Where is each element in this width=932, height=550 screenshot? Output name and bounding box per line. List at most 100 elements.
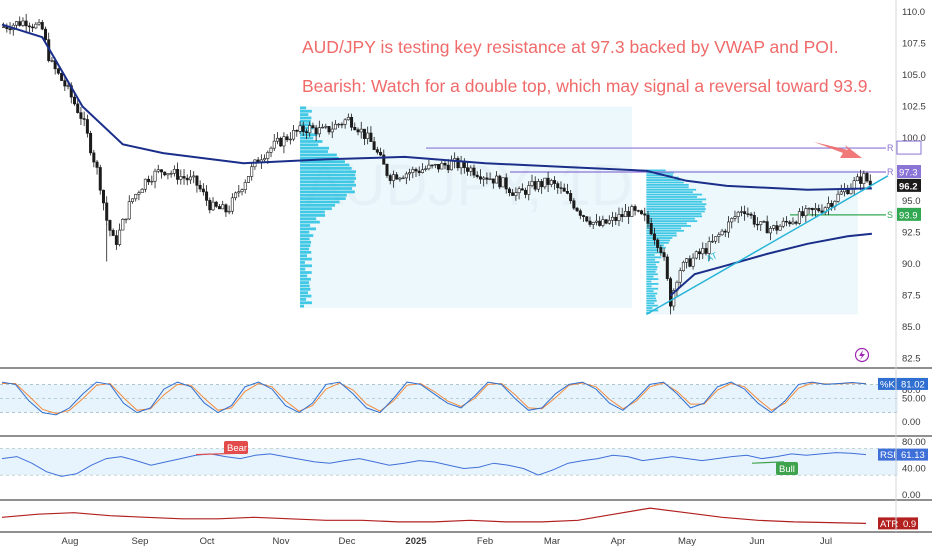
profile-bar xyxy=(300,304,305,308)
candle-body xyxy=(301,125,305,132)
candle-body xyxy=(111,230,115,236)
candle-body xyxy=(63,80,67,87)
candle-body xyxy=(166,173,170,176)
profile-bar xyxy=(646,251,664,254)
profile-bar xyxy=(300,106,307,110)
candle-body xyxy=(337,123,341,126)
candle-body xyxy=(801,211,805,217)
stoch-legend: %K xyxy=(880,379,895,390)
candle-body xyxy=(691,257,695,267)
candle-body xyxy=(137,192,141,195)
price-tick: 107.5 xyxy=(902,39,926,50)
profile-bar xyxy=(300,284,310,288)
candle-body xyxy=(143,178,147,190)
rsi-tick: 80.00 xyxy=(902,437,926,448)
volume-profile xyxy=(300,106,858,315)
candle-body xyxy=(607,219,611,224)
profile-bar xyxy=(300,133,318,137)
profile-bar xyxy=(646,295,656,297)
profile-bar xyxy=(646,302,655,305)
profile-bar xyxy=(646,237,673,239)
candle-body xyxy=(295,129,299,132)
profile-bar xyxy=(300,298,307,301)
price-tick: 110.0 xyxy=(902,7,925,18)
profile-bar xyxy=(646,188,697,191)
profile-bar xyxy=(300,173,356,177)
candle-body xyxy=(214,201,218,207)
atr-line xyxy=(1,507,867,524)
profile-bar xyxy=(300,254,308,258)
price-tag-box xyxy=(897,178,921,192)
candle-body xyxy=(575,207,579,212)
profile-bar xyxy=(300,180,355,184)
profile-bar xyxy=(300,156,339,160)
candle-body xyxy=(192,175,196,178)
rsi-line xyxy=(1,452,867,477)
candle-body xyxy=(420,169,424,173)
profile-bar xyxy=(300,190,355,194)
candle-body xyxy=(759,221,763,225)
profile-bar xyxy=(646,292,658,295)
bull-label: Bull xyxy=(779,464,795,475)
profile-bar xyxy=(646,220,698,223)
candle-body xyxy=(746,213,750,215)
candle-body xyxy=(804,208,808,217)
vwap-lines xyxy=(1,23,873,297)
candle-body xyxy=(43,28,47,40)
support-tag: S xyxy=(887,210,893,220)
candle-body xyxy=(627,211,631,217)
candle-body xyxy=(240,189,244,193)
profile-bar xyxy=(646,256,662,259)
candle-body xyxy=(169,173,173,175)
candle-body xyxy=(736,211,740,217)
candle-body xyxy=(617,214,621,221)
candle-body xyxy=(743,211,747,215)
candle-body xyxy=(797,211,801,224)
profile-bar xyxy=(646,275,654,278)
candle-body xyxy=(717,234,721,237)
candle-body xyxy=(427,164,431,170)
vwap-line xyxy=(1,23,872,191)
profile-bar xyxy=(646,217,695,220)
profile-bar xyxy=(646,174,673,177)
candle-body xyxy=(836,193,840,202)
profile-bar xyxy=(300,237,310,241)
profile-bar xyxy=(646,225,691,227)
candle-body xyxy=(298,125,302,132)
candle-body xyxy=(565,191,569,194)
profile-bar xyxy=(646,249,659,252)
profile-bar xyxy=(300,210,325,214)
profile-bar xyxy=(300,197,346,200)
time-tick: Mar xyxy=(544,536,560,547)
candle-body xyxy=(37,22,41,25)
candle-body xyxy=(775,225,779,231)
price-tick: 82.5 xyxy=(902,354,921,365)
candle-body xyxy=(217,206,221,210)
candle-body xyxy=(379,151,383,156)
profile-bar xyxy=(300,250,312,254)
profile-bar xyxy=(300,224,311,227)
price-tag: 99.2 xyxy=(899,144,918,155)
ascending-trendline xyxy=(645,175,889,316)
candle-body xyxy=(89,133,93,154)
candle-body xyxy=(604,219,608,224)
atr-badge xyxy=(878,517,918,530)
candle-body xyxy=(478,176,482,180)
candle-body xyxy=(108,220,112,231)
candle-body xyxy=(553,180,557,184)
candle-body xyxy=(388,175,392,181)
candle-body xyxy=(359,128,363,133)
candle-body xyxy=(92,152,96,163)
profile-bar xyxy=(646,212,702,215)
price-axis: 110.0107.5105.0102.5100.097.595.092.590.… xyxy=(854,7,926,396)
candle-body xyxy=(656,239,660,248)
profile-bar xyxy=(300,207,332,211)
profile-bar xyxy=(646,280,652,283)
profile-bar xyxy=(300,214,326,217)
candle-body xyxy=(330,128,334,133)
candle-body xyxy=(408,172,412,175)
profile-bar xyxy=(646,254,655,256)
profile-bar xyxy=(300,267,306,271)
candle-body xyxy=(507,188,511,194)
candle-body xyxy=(652,233,656,241)
